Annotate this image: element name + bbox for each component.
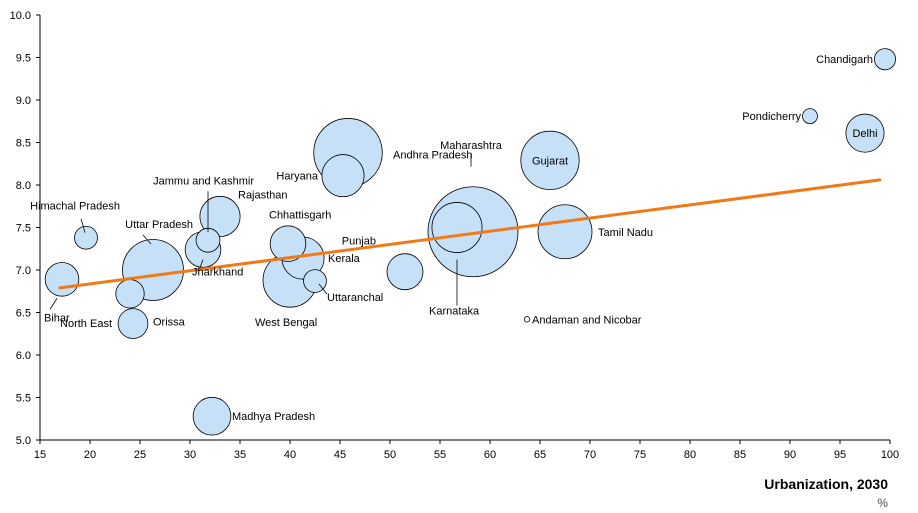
bubble-karnataka	[431, 202, 483, 253]
x-tick-label: 60	[484, 449, 496, 461]
y-tick-label: 8.0	[16, 180, 31, 192]
label-chhattisgarh: Chhattisgarh	[269, 210, 331, 222]
bubble-madhya-pradesh	[192, 396, 232, 436]
x-tick-label: 20	[84, 449, 96, 461]
x-axis-unit: %	[877, 496, 888, 510]
bubble-himachal-pradesh	[74, 225, 98, 250]
label-andaman-and-nicobar: Andaman and Nicobar	[532, 314, 642, 326]
y-tick-label: 9.0	[16, 95, 31, 107]
x-tick-label: 95	[834, 449, 846, 461]
bubble-tamil-nadu	[537, 204, 593, 260]
y-tick-label: 5.0	[16, 435, 31, 447]
label-orissa: Orissa	[153, 317, 186, 329]
x-tick-label: 70	[584, 449, 596, 461]
leader-line	[49, 298, 58, 310]
label-west-bengal: West Bengal	[255, 317, 317, 329]
bubble-chandigarh	[873, 48, 897, 71]
y-tick-label: 8.5	[16, 138, 31, 150]
bubble-orissa	[117, 308, 149, 339]
x-tick-label: 50	[384, 449, 396, 461]
label-tamil-nadu: Tamil Nadu	[598, 227, 653, 239]
label-gujarat: Gujarat	[532, 155, 568, 167]
y-tick-label: 6.0	[16, 350, 31, 362]
bubble-delhi	[845, 113, 885, 153]
y-tick-label: 9.5	[16, 53, 31, 65]
label-maharashtra: Maharashtra	[440, 140, 503, 152]
x-tick-label: 45	[334, 449, 346, 461]
bubble-andaman-and-nicobar	[523, 316, 531, 323]
label-delhi: Delhi	[852, 128, 877, 140]
label-punjab: Punjab	[342, 236, 376, 248]
leader-line	[318, 283, 328, 295]
label-andhra-pradesh: Andhra Pradesh	[393, 150, 473, 162]
x-tick-label: 40	[284, 449, 296, 461]
x-tick-label: 55	[434, 449, 446, 461]
x-tick-label: 30	[184, 449, 196, 461]
label-madhya-pradesh: Madhya Pradesh	[232, 411, 315, 423]
x-tick-label: 75	[634, 449, 646, 461]
leader-line	[80, 218, 86, 233]
label-himachal-pradesh: Himachal Pradesh	[30, 201, 120, 213]
label-north-east: North East	[60, 318, 112, 330]
label-uttaranchal: Uttaranchal	[327, 292, 383, 304]
x-axis-title: Urbanization, 2030	[764, 476, 888, 492]
bubble-rajasthan	[199, 195, 241, 237]
x-tick-label: 100	[881, 449, 899, 461]
x-tick-label: 80	[684, 449, 696, 461]
bubble-pondicherry	[802, 108, 818, 125]
leader-lines	[49, 153, 472, 310]
y-tick-label: 6.5	[16, 308, 31, 320]
y-tick-label: 5.5	[16, 393, 31, 405]
bubble-north-east	[115, 279, 145, 309]
trendline-group	[58, 178, 882, 290]
bubble-bihar	[44, 262, 80, 297]
leader-line	[199, 259, 204, 268]
bubble-gujarat	[520, 130, 580, 190]
label-kerala: Kerala	[328, 253, 361, 265]
label-jharkhand: Jharkhand	[192, 267, 243, 279]
x-tick-label: 15	[34, 449, 46, 461]
y-tick-label: 7.0	[16, 265, 31, 277]
label-haryana: Haryana	[276, 171, 318, 183]
label-rajasthan: Rajasthan	[238, 189, 288, 201]
bubble-series	[44, 48, 897, 436]
trendline	[58, 178, 882, 290]
bubble-haryana	[321, 154, 365, 198]
y-tick-label: 7.5	[16, 223, 31, 235]
label-karnataka: Karnataka	[429, 306, 480, 318]
point-labels: Chandigarh Pondicherry Delhi Gujarat Andhra …	[30, 54, 877, 423]
x-tick-label: 85	[734, 449, 746, 461]
label-pondicherry: Pondicherry	[742, 111, 801, 123]
bubble-punjab	[386, 253, 424, 291]
x-tick-label: 25	[134, 449, 146, 461]
label-chandigarh: Chandigarh	[816, 54, 873, 66]
label-jammu-and-kashmir: Jammu and Kashmir	[153, 175, 254, 187]
x-tick-label: 65	[534, 449, 546, 461]
bubble-chhattisgarh	[269, 225, 307, 262]
y-tick-label: 10.0	[10, 10, 31, 22]
leader-line	[142, 234, 152, 245]
tick-group: 15 20 25 30 35 40 45 50 55 60 65 70 75 80 85 90 95 100 5.0…	[10, 10, 900, 461]
x-tick-label: 90	[784, 449, 796, 461]
x-tick-label: 35	[234, 449, 246, 461]
label-bihar: Bihar	[44, 312, 70, 324]
label-uttar-pradesh: Uttar Pradesh	[125, 219, 193, 231]
